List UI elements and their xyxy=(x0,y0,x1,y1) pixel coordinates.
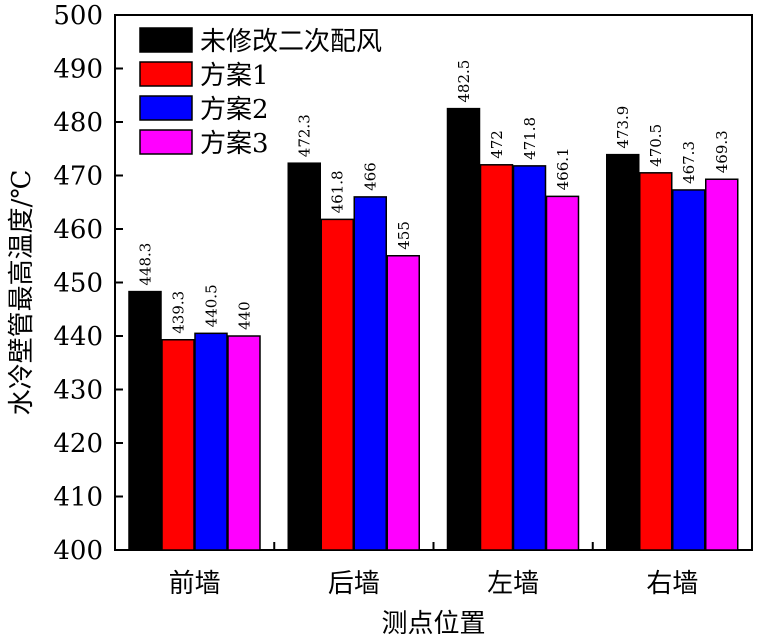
y-tick-label: 460 xyxy=(53,215,103,245)
y-tick-label: 440 xyxy=(53,322,103,352)
bar xyxy=(606,153,640,551)
data-label: 439.3 xyxy=(170,291,188,334)
bar xyxy=(287,162,321,551)
legend-swatch xyxy=(139,95,193,121)
data-label: 472.3 xyxy=(296,114,314,157)
bar xyxy=(479,164,514,551)
x-tick-label: 后墙 xyxy=(328,569,380,599)
data-label: 440 xyxy=(236,301,254,330)
x-tick-label: 右墙 xyxy=(646,569,698,599)
data-label: 472 xyxy=(488,130,506,159)
data-label: 467.3 xyxy=(680,141,698,184)
data-label: 440.5 xyxy=(203,284,221,327)
bar xyxy=(194,332,228,551)
bar xyxy=(512,165,547,551)
legend-swatch xyxy=(139,129,193,155)
legend-label: 方案3 xyxy=(200,129,269,159)
data-label: 466 xyxy=(362,162,380,191)
bar xyxy=(353,196,387,551)
y-tick-label: 470 xyxy=(53,162,103,192)
y-tick-label: 410 xyxy=(53,483,103,513)
data-label: 466.1 xyxy=(554,147,572,190)
legend-swatch xyxy=(139,61,193,87)
bar xyxy=(128,290,162,551)
bar xyxy=(161,338,195,551)
data-label: 470.5 xyxy=(647,124,665,167)
legend-label: 方案2 xyxy=(200,95,269,125)
bar xyxy=(545,195,580,551)
y-axis-title: 水冷壁管最高温度/℃ xyxy=(7,170,37,416)
y-tick-label: 400 xyxy=(53,536,103,566)
bar xyxy=(446,107,481,551)
legend-label: 未修改二次配风 xyxy=(200,27,382,57)
legend-label: 方案1 xyxy=(200,61,269,91)
x-tick-label: 左墙 xyxy=(487,569,539,599)
data-label: 461.8 xyxy=(329,170,347,213)
y-tick-label: 420 xyxy=(53,429,103,459)
y-tick-label: 430 xyxy=(53,376,103,406)
data-label: 448.3 xyxy=(137,243,155,286)
legend-swatch xyxy=(139,27,193,53)
data-label: 469.3 xyxy=(713,130,731,173)
y-tick-label: 490 xyxy=(53,55,103,85)
axes-layer: 400 410 420 430 440 450 460 470 480 490 500 前墙 后墙 左墙 右… xyxy=(53,1,698,599)
x-tick-label: 前墙 xyxy=(169,569,221,599)
data-label: 471.8 xyxy=(521,117,539,160)
bar xyxy=(705,178,739,551)
bar xyxy=(386,255,420,551)
data-label: 482.5 xyxy=(455,60,473,103)
x-axis-title: 测点位置 xyxy=(381,609,485,639)
y-tick-label: 450 xyxy=(53,269,103,299)
bars-layer xyxy=(128,107,739,551)
data-labels-layer: 448.3 439.3 440.5 440 472.3 461.8 466 455 482.5 4… xyxy=(137,60,732,334)
bar xyxy=(672,189,706,551)
data-label: 455 xyxy=(395,221,413,250)
bar xyxy=(227,335,261,551)
y-tick-label: 500 xyxy=(53,1,103,31)
data-label: 473.9 xyxy=(614,106,632,149)
bar xyxy=(639,172,673,551)
bar xyxy=(320,218,354,551)
y-tick-label: 480 xyxy=(53,108,103,138)
